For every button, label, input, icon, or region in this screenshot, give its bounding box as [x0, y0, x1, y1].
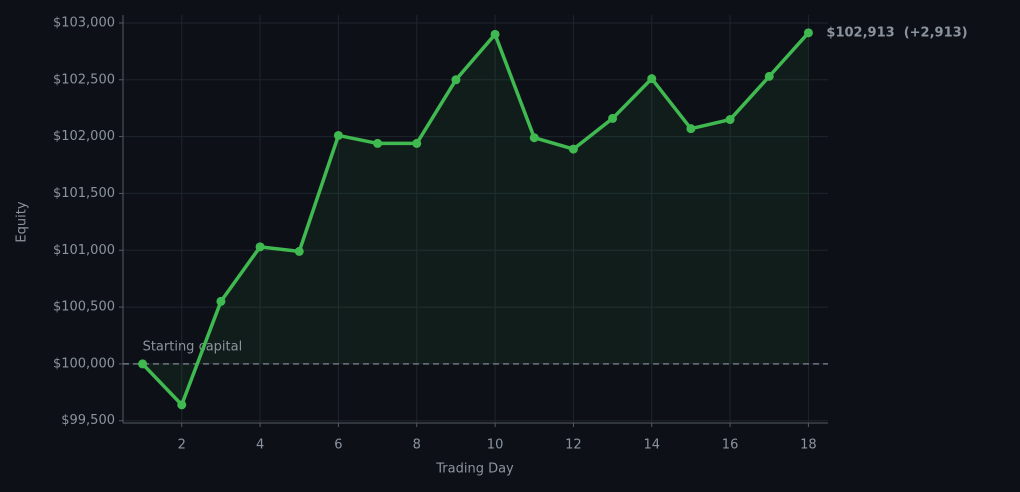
y-tick-label: $101,000	[53, 243, 115, 258]
y-tick-label: $100,000	[53, 356, 115, 371]
y-tick-label: $99,500	[61, 413, 115, 428]
y-tick-label: $102,500	[53, 72, 115, 87]
point	[647, 74, 657, 84]
point	[138, 359, 148, 369]
area-fill	[142, 32, 809, 405]
x-axis-label: Trading Day	[435, 462, 514, 477]
y-tick-label: $103,000	[53, 15, 115, 30]
x-tick-label: 8	[413, 438, 421, 453]
point	[255, 242, 265, 252]
point	[803, 28, 813, 38]
point	[373, 138, 383, 148]
point	[490, 29, 500, 39]
point	[216, 296, 226, 306]
baseline-label: Starting capital	[143, 339, 243, 354]
line	[141, 31, 810, 407]
point	[412, 138, 422, 148]
x-tick-label: 14	[643, 438, 660, 453]
x-tick-label: 12	[565, 438, 582, 453]
x-tick-label: 4	[256, 438, 264, 453]
point	[568, 144, 578, 154]
point	[451, 75, 461, 85]
point	[529, 133, 539, 143]
end-label: $102,913 (+2,913)	[826, 25, 967, 40]
point	[177, 400, 187, 410]
point	[294, 246, 304, 256]
point	[608, 113, 618, 123]
x-tick-label: 2	[178, 438, 186, 453]
y-tick-label: $102,000	[53, 129, 115, 144]
point	[333, 130, 343, 140]
x-tick-label: 6	[334, 438, 342, 453]
point	[686, 124, 696, 134]
y-tick-label: $100,500	[53, 300, 115, 315]
point	[764, 71, 774, 81]
x-tick-label: 16	[722, 438, 739, 453]
x-tick-label: 18	[800, 438, 817, 453]
x-tick-label: 10	[487, 438, 504, 453]
point	[725, 115, 735, 125]
y-tick-label: $101,500	[53, 186, 115, 201]
y-axis-label: Equity	[15, 201, 30, 242]
